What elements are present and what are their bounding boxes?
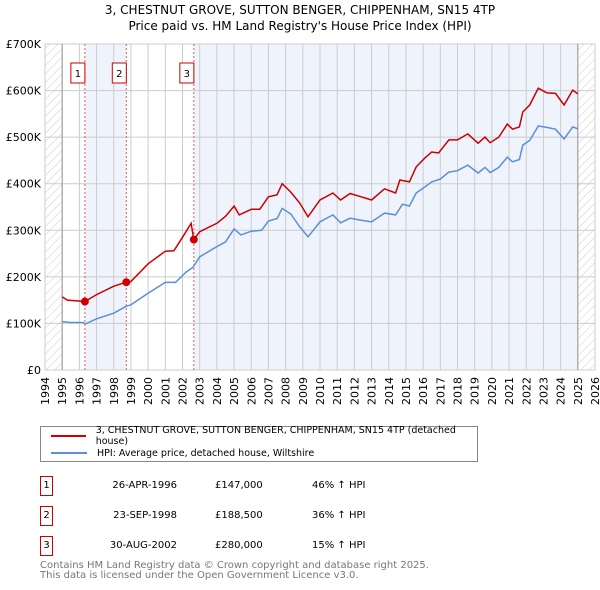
x-tick-label: 2022 xyxy=(520,377,533,405)
x-tick-label: 1995 xyxy=(56,377,69,405)
y-tick-label: £0 xyxy=(27,364,41,377)
x-tick-label: 2010 xyxy=(314,377,327,405)
x-tick-label: 2007 xyxy=(262,377,275,405)
sale-date: 30-AUG-2002 xyxy=(109,540,177,551)
sale-number: 3 xyxy=(40,536,53,556)
legend-label-hpi: HPI: Average price, detached house, Wilt… xyxy=(97,447,315,459)
x-tick-label: 2025 xyxy=(572,377,585,405)
legend-swatch-red xyxy=(51,435,86,437)
x-tick-label: 2016 xyxy=(417,377,430,405)
sale-row: 1 26-APR-1996 £147,000 46% ↑ HPI xyxy=(40,476,440,496)
sale-price: £280,000 xyxy=(215,540,263,551)
no-data-hatch-left xyxy=(45,44,63,370)
sale-number-label: 2 xyxy=(116,69,122,80)
y-tick-label: £400K xyxy=(6,178,42,191)
x-tick-label: 2019 xyxy=(469,377,482,405)
sale-point xyxy=(80,297,89,306)
x-tick-label: 2006 xyxy=(245,377,258,405)
price-chart: 1994 1995 1996 1997 1998 1999 2000 2001 2002 2003… xyxy=(6,38,600,405)
sale-row: 2 23-SEP-1998 £188,500 36% ↑ HPI xyxy=(40,506,440,526)
legend-label-property: 3, CHESTNUT GROVE, SUTTON BENGER, CHIPPE… xyxy=(95,425,456,447)
legend-item-property: 3, CHESTNUT GROVE, SUTTON BENGER, CHIPPE… xyxy=(51,425,477,447)
x-tick-label: 1999 xyxy=(125,377,138,405)
x-tick-label: 2008 xyxy=(280,377,293,405)
x-tick-label: 2004 xyxy=(211,377,224,405)
sale-number-box xyxy=(179,62,195,84)
sale-price: £188,500 xyxy=(215,510,263,521)
sale-point xyxy=(122,278,131,287)
sale-date: 26-APR-1996 xyxy=(112,480,177,491)
legend-swatch-blue xyxy=(51,452,87,454)
x-tick-label: 2003 xyxy=(194,377,207,405)
x-tick-label: 2005 xyxy=(228,377,241,405)
sale-hpi-diff: 36% ↑ HPI xyxy=(312,510,366,521)
sale-number-label: 3 xyxy=(184,69,190,80)
y-tick-label: £700K xyxy=(6,38,42,51)
x-tick-label: 1994 xyxy=(39,377,52,405)
sale-number-box xyxy=(111,62,127,84)
sale-number: 1 xyxy=(40,476,53,496)
x-tick-label: 1997 xyxy=(91,377,104,405)
x-tick-label: 2018 xyxy=(452,377,465,405)
sale-hpi-diff: 46% ↑ HPI xyxy=(312,480,366,491)
sale-date: 23-SEP-1998 xyxy=(113,510,177,521)
x-tick-label: 1996 xyxy=(73,377,86,405)
ownership-shade-3 xyxy=(193,44,578,370)
x-tick-label: 2001 xyxy=(159,377,172,405)
x-tick-label: 2021 xyxy=(503,377,516,405)
sale-number-box xyxy=(70,62,86,84)
x-tick-label: 2024 xyxy=(555,377,568,405)
legend-item-hpi: HPI: Average price, detached house, Wilt… xyxy=(51,445,314,461)
legend: 3, CHESTNUT GROVE, SUTTON BENGER, CHIPPE… xyxy=(40,425,478,462)
x-tick-label: 2014 xyxy=(383,377,396,405)
hpi-line xyxy=(62,125,579,325)
sale-hpi-diff: 15% ↑ HPI xyxy=(312,540,366,551)
x-tick-label: 1998 xyxy=(108,377,121,405)
chart-title: 3, CHESTNUT GROVE, SUTTON BENGER, CHIPPE… xyxy=(104,3,496,17)
footer-copyright: Contains HM Land Registry data © Crown c… xyxy=(40,560,429,571)
sale-number: 2 xyxy=(40,506,53,526)
sale-price: £147,000 xyxy=(215,480,263,491)
x-tick-label: 2009 xyxy=(297,377,310,405)
x-tick-label: 2013 xyxy=(366,377,379,405)
chart-subtitle: Price paid vs. HM Land Registry's House … xyxy=(128,19,472,33)
plot-border xyxy=(44,43,596,371)
x-tick-label: 2011 xyxy=(331,377,344,405)
y-tick-label: £600K xyxy=(6,85,42,98)
y-tick-label: £100K xyxy=(6,317,42,330)
x-tick-label: 2015 xyxy=(400,377,413,405)
no-data-hatch-right xyxy=(577,44,595,370)
x-tick-label: 2017 xyxy=(434,377,447,405)
x-tick-label: 2020 xyxy=(486,377,499,405)
x-tick-label: 2026 xyxy=(589,377,600,405)
y-tick-label: £200K xyxy=(6,271,42,284)
x-tick-label: 2002 xyxy=(177,377,190,405)
x-tick-label: 2023 xyxy=(537,377,550,405)
sale-number-label: 1 xyxy=(75,69,81,80)
x-tick-label: 2000 xyxy=(142,377,155,405)
y-tick-label: £300K xyxy=(6,224,42,237)
footer-licence: This data is licensed under the Open Gov… xyxy=(40,570,359,581)
sale-point xyxy=(189,235,198,244)
y-tick-label: £500K xyxy=(6,131,42,144)
sale-row: 3 30-AUG-2002 £280,000 15% ↑ HPI xyxy=(40,536,440,556)
property-price-line xyxy=(61,87,579,303)
x-tick-label: 2012 xyxy=(348,377,361,405)
